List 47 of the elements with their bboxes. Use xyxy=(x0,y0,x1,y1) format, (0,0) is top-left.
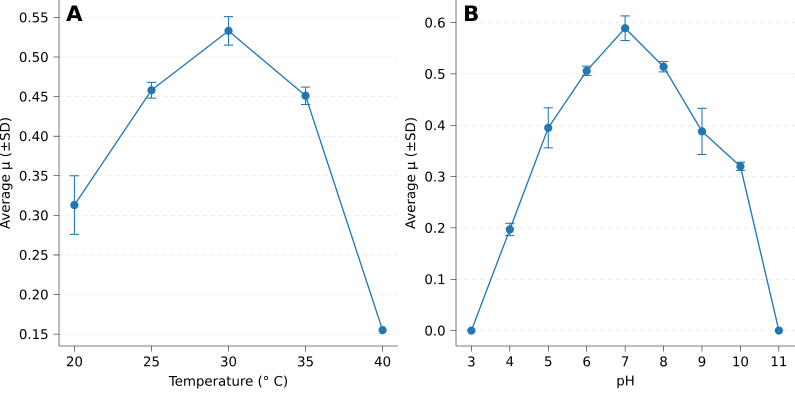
x-tick-label: 6 xyxy=(583,356,590,366)
x-axis-title: Temperature (° C) xyxy=(168,376,287,389)
x-tick-label: 8 xyxy=(660,356,667,366)
y-tick-label: 0.35 xyxy=(20,170,48,181)
y-tick-label: 0.50 xyxy=(20,52,48,62)
y-tick-label: 0.20 xyxy=(20,289,48,300)
y-tick-label: 0.4 xyxy=(425,120,445,130)
y-tick-label: 0.6 xyxy=(425,18,445,28)
x-tick-label: 30 xyxy=(221,356,236,366)
point xyxy=(147,86,156,94)
point xyxy=(301,92,310,100)
y-tick-label: 0.55 xyxy=(20,12,48,22)
x-tick-label: 4 xyxy=(506,356,514,366)
point xyxy=(774,326,783,335)
point xyxy=(506,225,514,234)
chart-title: A xyxy=(66,5,82,21)
x-tick-label: 5 xyxy=(545,356,552,366)
y-axis-title: Average μ (±SD) xyxy=(0,118,12,229)
x-tick-label: 9 xyxy=(698,356,706,366)
y-tick-label: 0.40 xyxy=(20,131,48,142)
point xyxy=(378,326,387,334)
y-axis-title: Average μ (±SD) xyxy=(405,118,418,229)
x-tick-label: 40 xyxy=(374,356,390,366)
x-tick-label: 3 xyxy=(468,356,475,366)
point xyxy=(698,127,706,136)
point xyxy=(544,124,552,132)
y-tick-label: 0.25 xyxy=(20,250,48,260)
y-tick-label: 0.2 xyxy=(425,222,444,233)
point xyxy=(70,200,79,210)
x-tick-label: 35 xyxy=(298,356,313,366)
y-tick-label: 0.30 xyxy=(20,210,48,220)
point xyxy=(467,326,476,335)
x-tick-label: 10 xyxy=(733,356,748,366)
y-tick-label: 0.15 xyxy=(20,329,48,340)
y-tick-label: 0.5 xyxy=(425,68,444,79)
y-tick-label: 0.1 xyxy=(425,274,444,284)
x-axis-title: pH xyxy=(617,376,634,388)
point xyxy=(224,26,233,36)
x-tick-label: 7 xyxy=(622,356,628,366)
x-tick-label: 20 xyxy=(66,356,82,366)
chart-title: B xyxy=(465,5,478,22)
y-tick-label: 0.3 xyxy=(425,172,445,182)
point xyxy=(620,24,630,32)
y-tick-label: 0.0 xyxy=(425,326,445,336)
y-tick-label: 0.45 xyxy=(20,92,48,102)
x-tick-label: 25 xyxy=(144,356,159,366)
x-tick-label: 11 xyxy=(772,356,786,366)
